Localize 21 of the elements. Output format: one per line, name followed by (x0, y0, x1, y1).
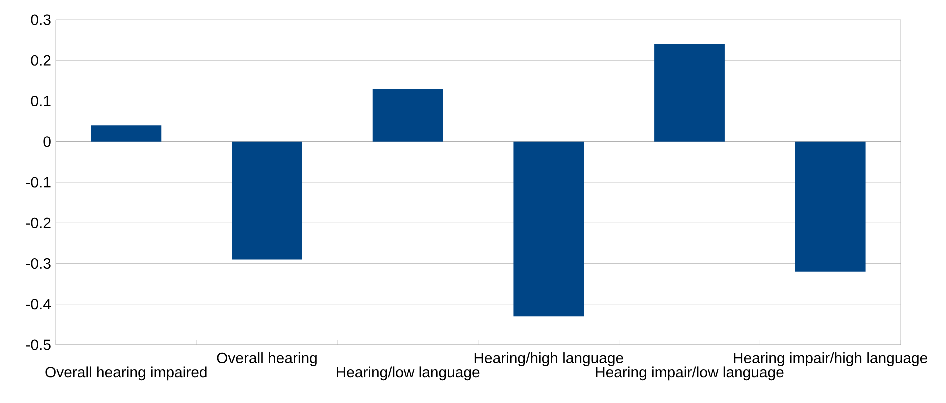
y-tick-label: -0.3 (26, 258, 51, 270)
y-tick-label: -0.4 (26, 299, 52, 310)
y-tick-label: 0.1 (31, 96, 51, 107)
y-tick-label: -0.1 (26, 177, 51, 188)
y-tick-label: 0 (44, 136, 51, 148)
bar (91, 126, 162, 142)
x-tick-label: Hearing/low language (337, 366, 480, 381)
bar (795, 142, 866, 272)
y-tick-label: -0.5 (26, 340, 51, 350)
x-tick-label: Overall hearing impaired (46, 366, 207, 381)
x-tick-label: Hearing impair/high language (734, 352, 928, 366)
bar (654, 44, 725, 142)
y-tick-label: 0.2 (31, 55, 51, 66)
x-tick-label: Overall hearing (217, 352, 317, 366)
x-tick-label: Hearing/high language (474, 352, 624, 366)
bar (232, 142, 302, 260)
y-tick-label: -0.2 (26, 218, 51, 228)
x-tick-label: Hearing impair/low language (596, 366, 784, 381)
bar (372, 89, 444, 142)
y-tick-label: 0.3 (31, 14, 51, 26)
bar (514, 142, 584, 317)
